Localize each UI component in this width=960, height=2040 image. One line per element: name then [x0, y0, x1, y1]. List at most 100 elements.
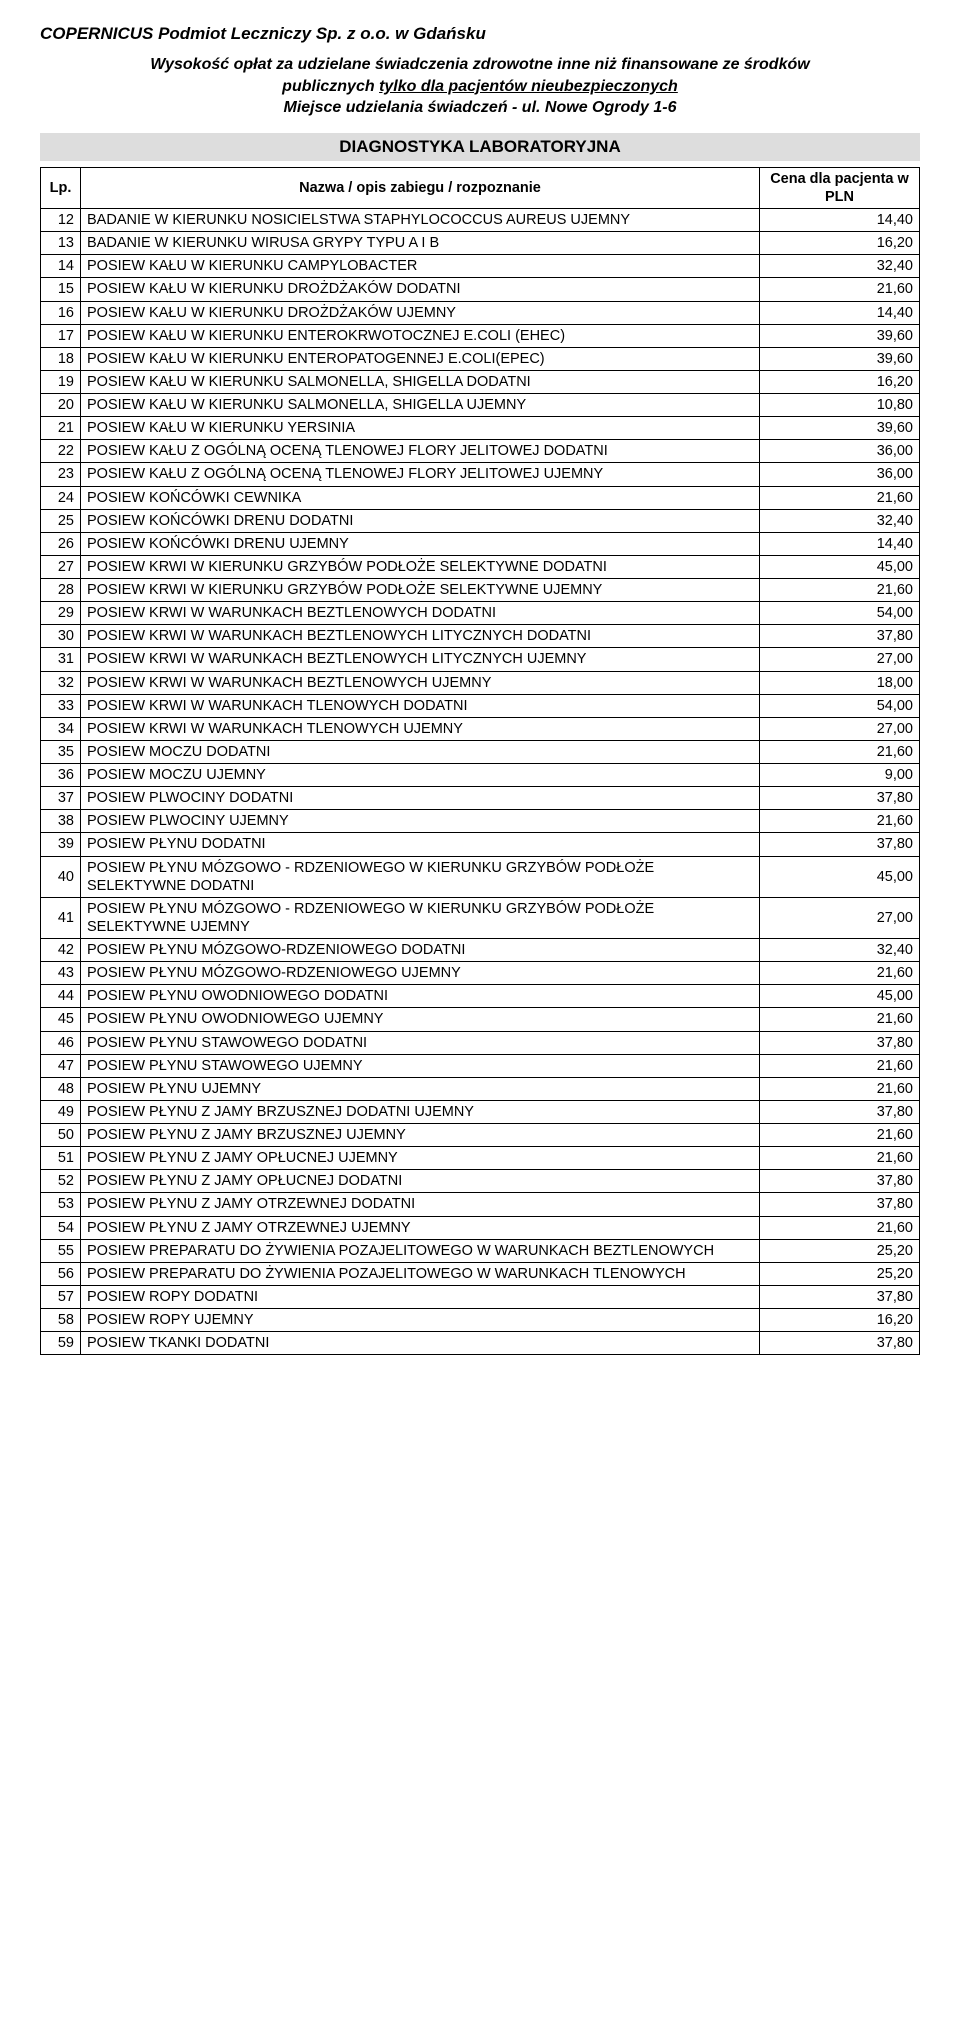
cell-lp: 53 — [41, 1193, 81, 1216]
table-row: 52POSIEW PŁYNU Z JAMY OPŁUCNEJ DODATNI37… — [41, 1170, 920, 1193]
cell-lp: 12 — [41, 209, 81, 232]
cell-name: POSIEW MOCZU UJEMNY — [81, 764, 760, 787]
cell-price: 45,00 — [760, 985, 920, 1008]
cell-price: 27,00 — [760, 717, 920, 740]
table-row: 29POSIEW KRWI W WARUNKACH BEZTLENOWYCH D… — [41, 602, 920, 625]
table-row: 56POSIEW PREPARATU DO ŻYWIENIA POZAJELIT… — [41, 1262, 920, 1285]
cell-name: POSIEW PŁYNU Z JAMY OTRZEWNEJ UJEMNY — [81, 1216, 760, 1239]
cell-lp: 37 — [41, 787, 81, 810]
cell-name: POSIEW KRWI W KIERUNKU GRZYBÓW PODŁOŻE S… — [81, 579, 760, 602]
table-row: 50POSIEW PŁYNU Z JAMY BRZUSZNEJ UJEMNY21… — [41, 1124, 920, 1147]
cell-name: POSIEW KOŃCÓWKI DRENU UJEMNY — [81, 532, 760, 555]
cell-name: POSIEW KAŁU W KIERUNKU SALMONELLA, SHIGE… — [81, 370, 760, 393]
table-row: 34POSIEW KRWI W WARUNKACH TLENOWYCH UJEM… — [41, 717, 920, 740]
cell-name: POSIEW KAŁU W KIERUNKU SALMONELLA, SHIGE… — [81, 394, 760, 417]
table-header-row: Lp. Nazwa / opis zabiegu / rozpoznanie C… — [41, 167, 920, 208]
table-row: 53POSIEW PŁYNU Z JAMY OTRZEWNEJ DODATNI3… — [41, 1193, 920, 1216]
header-line2-underline: tylko dla pacjentów nieubezpieczonych — [379, 78, 678, 95]
table-row: 14POSIEW KAŁU W KIERUNKU CAMPYLOBACTER32… — [41, 255, 920, 278]
cell-lp: 42 — [41, 939, 81, 962]
cell-name: POSIEW PŁYNU STAWOWEGO UJEMNY — [81, 1054, 760, 1077]
cell-lp: 32 — [41, 671, 81, 694]
table-row: 42POSIEW PŁYNU MÓZGOWO-RDZENIOWEGO DODAT… — [41, 939, 920, 962]
table-row: 59POSIEW TKANKI DODATNI37,80 — [41, 1332, 920, 1355]
cell-name: POSIEW PŁYNU Z JAMY OPŁUCNEJ UJEMNY — [81, 1147, 760, 1170]
cell-price: 32,40 — [760, 509, 920, 532]
cell-name: POSIEW KRWI W WARUNKACH BEZTLENOWYCH UJE… — [81, 671, 760, 694]
header-line2: publicznych tylko dla pacjentów nieubezp… — [60, 76, 900, 98]
cell-price: 45,00 — [760, 856, 920, 897]
cell-price: 21,60 — [760, 579, 920, 602]
table-row: 58POSIEW ROPY UJEMNY16,20 — [41, 1309, 920, 1332]
cell-price: 14,40 — [760, 532, 920, 555]
cell-price: 37,80 — [760, 1332, 920, 1355]
section-title: DIAGNOSTYKA LABORATORYJNA — [40, 133, 920, 161]
cell-name: BADANIE W KIERUNKU NOSICIELSTWA STAPHYLO… — [81, 209, 760, 232]
header-block: Wysokość opłat za udzielane świadczenia … — [60, 54, 900, 119]
cell-name: BADANIE W KIERUNKU WIRUSA GRYPY TYPU A I… — [81, 232, 760, 255]
cell-lp: 31 — [41, 648, 81, 671]
table-row: 18POSIEW KAŁU W KIERUNKU ENTEROPATOGENNE… — [41, 347, 920, 370]
cell-price: 16,20 — [760, 232, 920, 255]
cell-name: POSIEW ROPY DODATNI — [81, 1285, 760, 1308]
cell-name: POSIEW KAŁU W KIERUNKU CAMPYLOBACTER — [81, 255, 760, 278]
cell-lp: 29 — [41, 602, 81, 625]
cell-price: 9,00 — [760, 764, 920, 787]
cell-lp: 27 — [41, 555, 81, 578]
cell-price: 25,20 — [760, 1262, 920, 1285]
cell-lp: 13 — [41, 232, 81, 255]
cell-name: POSIEW PŁYNU OWODNIOWEGO DODATNI — [81, 985, 760, 1008]
table-row: 57POSIEW ROPY DODATNI37,80 — [41, 1285, 920, 1308]
cell-lp: 16 — [41, 301, 81, 324]
cell-name: POSIEW KAŁU W KIERUNKU YERSINIA — [81, 417, 760, 440]
table-row: 13BADANIE W KIERUNKU WIRUSA GRYPY TYPU A… — [41, 232, 920, 255]
cell-name: POSIEW KRWI W WARUNKACH BEZTLENOWYCH DOD… — [81, 602, 760, 625]
cell-name: POSIEW TKANKI DODATNI — [81, 1332, 760, 1355]
cell-lp: 18 — [41, 347, 81, 370]
cell-price: 27,00 — [760, 648, 920, 671]
cell-lp: 28 — [41, 579, 81, 602]
cell-lp: 44 — [41, 985, 81, 1008]
org-title: COPERNICUS Podmiot Leczniczy Sp. z o.o. … — [40, 24, 920, 44]
table-row: 40POSIEW PŁYNU MÓZGOWO - RDZENIOWEGO W K… — [41, 856, 920, 897]
cell-lp: 56 — [41, 1262, 81, 1285]
cell-price: 21,60 — [760, 486, 920, 509]
cell-price: 37,80 — [760, 833, 920, 856]
cell-name: POSIEW PŁYNU Z JAMY OTRZEWNEJ DODATNI — [81, 1193, 760, 1216]
cell-lp: 40 — [41, 856, 81, 897]
cell-price: 18,00 — [760, 671, 920, 694]
cell-lp: 30 — [41, 625, 81, 648]
cell-name: POSIEW KRWI W WARUNKACH BEZTLENOWYCH LIT… — [81, 648, 760, 671]
cell-price: 27,00 — [760, 897, 920, 938]
cell-price: 21,60 — [760, 1147, 920, 1170]
table-row: 46POSIEW PŁYNU STAWOWEGO DODATNI37,80 — [41, 1031, 920, 1054]
table-row: 35POSIEW MOCZU DODATNI21,60 — [41, 740, 920, 763]
cell-lp: 51 — [41, 1147, 81, 1170]
cell-price: 36,00 — [760, 440, 920, 463]
cell-name: POSIEW KAŁU Z OGÓLNĄ OCENĄ TLENOWEJ FLOR… — [81, 440, 760, 463]
cell-lp: 48 — [41, 1077, 81, 1100]
table-row: 41POSIEW PŁYNU MÓZGOWO - RDZENIOWEGO W K… — [41, 897, 920, 938]
cell-price: 39,60 — [760, 347, 920, 370]
header-line1: Wysokość opłat za udzielane świadczenia … — [60, 54, 900, 76]
cell-name: POSIEW PŁYNU MÓZGOWO-RDZENIOWEGO UJEMNY — [81, 962, 760, 985]
cell-lp: 43 — [41, 962, 81, 985]
cell-price: 21,60 — [760, 1008, 920, 1031]
col-lp: Lp. — [41, 167, 81, 208]
cell-lp: 59 — [41, 1332, 81, 1355]
table-row: 44POSIEW PŁYNU OWODNIOWEGO DODATNI45,00 — [41, 985, 920, 1008]
table-row: 37POSIEW PLWOCINY DODATNI37,80 — [41, 787, 920, 810]
cell-lp: 17 — [41, 324, 81, 347]
cell-price: 21,60 — [760, 1054, 920, 1077]
cell-price: 21,60 — [760, 1216, 920, 1239]
table-row: 30POSIEW KRWI W WARUNKACH BEZTLENOWYCH L… — [41, 625, 920, 648]
cell-lp: 58 — [41, 1309, 81, 1332]
cell-lp: 55 — [41, 1239, 81, 1262]
table-row: 45POSIEW PŁYNU OWODNIOWEGO UJEMNY21,60 — [41, 1008, 920, 1031]
cell-lp: 23 — [41, 463, 81, 486]
cell-name: POSIEW PŁYNU OWODNIOWEGO UJEMNY — [81, 1008, 760, 1031]
cell-lp: 20 — [41, 394, 81, 417]
col-name: Nazwa / opis zabiegu / rozpoznanie — [81, 167, 760, 208]
cell-price: 10,80 — [760, 394, 920, 417]
table-row: 25POSIEW KOŃCÓWKI DRENU DODATNI32,40 — [41, 509, 920, 532]
